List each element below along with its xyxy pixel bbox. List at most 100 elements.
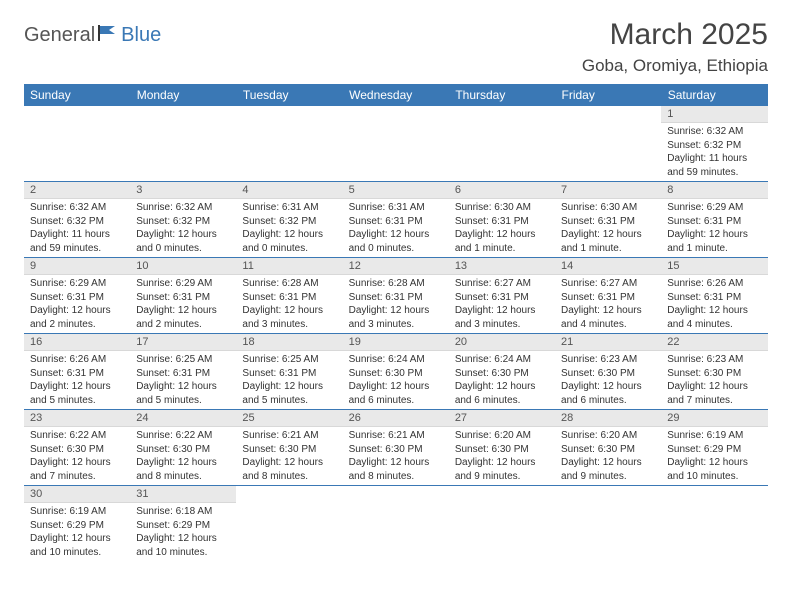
day-number: 18 <box>236 334 342 351</box>
day-details: Sunrise: 6:23 AMSunset: 6:30 PMDaylight:… <box>555 351 661 409</box>
calendar-cell: 18Sunrise: 6:25 AMSunset: 6:31 PMDayligh… <box>236 334 342 410</box>
day-details: Sunrise: 6:24 AMSunset: 6:30 PMDaylight:… <box>343 351 449 409</box>
calendar-cell: 10Sunrise: 6:29 AMSunset: 6:31 PMDayligh… <box>130 258 236 334</box>
day-details: Sunrise: 6:29 AMSunset: 6:31 PMDaylight:… <box>661 199 767 257</box>
day-number: 16 <box>24 334 130 351</box>
day-details: Sunrise: 6:25 AMSunset: 6:31 PMDaylight:… <box>130 351 236 409</box>
day-details: Sunrise: 6:28 AMSunset: 6:31 PMDaylight:… <box>236 275 342 333</box>
day-number: 12 <box>343 258 449 275</box>
day-number: 10 <box>130 258 236 275</box>
day-number: 14 <box>555 258 661 275</box>
calendar-cell: 8Sunrise: 6:29 AMSunset: 6:31 PMDaylight… <box>661 182 767 258</box>
calendar-cell: 21Sunrise: 6:23 AMSunset: 6:30 PMDayligh… <box>555 334 661 410</box>
calendar-cell: 13Sunrise: 6:27 AMSunset: 6:31 PMDayligh… <box>449 258 555 334</box>
calendar-cell: .. <box>236 106 342 182</box>
logo: General Blue <box>24 24 161 47</box>
location-text: Goba, Oromiya, Ethiopia <box>582 56 768 76</box>
weekday-header: Monday <box>130 84 236 106</box>
calendar-cell: 19Sunrise: 6:24 AMSunset: 6:30 PMDayligh… <box>343 334 449 410</box>
calendar-cell: .. <box>343 486 449 562</box>
day-number: 20 <box>449 334 555 351</box>
day-number: 15 <box>661 258 767 275</box>
calendar-cell: 14Sunrise: 6:27 AMSunset: 6:31 PMDayligh… <box>555 258 661 334</box>
day-details: Sunrise: 6:21 AMSunset: 6:30 PMDaylight:… <box>343 427 449 485</box>
calendar-cell: .. <box>236 486 342 562</box>
logo-text-general: General <box>24 24 95 47</box>
calendar-cell: 31Sunrise: 6:18 AMSunset: 6:29 PMDayligh… <box>130 486 236 562</box>
calendar-cell: 11Sunrise: 6:28 AMSunset: 6:31 PMDayligh… <box>236 258 342 334</box>
header: General Blue March 2025 Goba, Oromiya, E… <box>24 18 768 76</box>
day-details: Sunrise: 6:30 AMSunset: 6:31 PMDaylight:… <box>555 199 661 257</box>
calendar-cell: .. <box>555 486 661 562</box>
calendar-table: SundayMondayTuesdayWednesdayThursdayFrid… <box>24 84 768 561</box>
weekday-header: Tuesday <box>236 84 342 106</box>
day-number: 13 <box>449 258 555 275</box>
calendar-cell: 22Sunrise: 6:23 AMSunset: 6:30 PMDayligh… <box>661 334 767 410</box>
day-number: 29 <box>661 410 767 427</box>
day-details: Sunrise: 6:31 AMSunset: 6:31 PMDaylight:… <box>343 199 449 257</box>
day-number: 22 <box>661 334 767 351</box>
day-number: 4 <box>236 182 342 199</box>
day-number: 21 <box>555 334 661 351</box>
day-number: 9 <box>24 258 130 275</box>
calendar-cell: .. <box>343 106 449 182</box>
day-number: 1 <box>661 106 767 123</box>
day-details: Sunrise: 6:27 AMSunset: 6:31 PMDaylight:… <box>449 275 555 333</box>
day-number: 2 <box>24 182 130 199</box>
calendar-cell: 30Sunrise: 6:19 AMSunset: 6:29 PMDayligh… <box>24 486 130 562</box>
calendar-cell: .. <box>449 106 555 182</box>
calendar-header-row: SundayMondayTuesdayWednesdayThursdayFrid… <box>24 84 768 106</box>
day-details: Sunrise: 6:31 AMSunset: 6:32 PMDaylight:… <box>236 199 342 257</box>
calendar-cell: 17Sunrise: 6:25 AMSunset: 6:31 PMDayligh… <box>130 334 236 410</box>
day-number: 11 <box>236 258 342 275</box>
day-number: 17 <box>130 334 236 351</box>
day-details: Sunrise: 6:18 AMSunset: 6:29 PMDaylight:… <box>130 503 236 561</box>
weekday-header: Thursday <box>449 84 555 106</box>
day-number: 31 <box>130 486 236 503</box>
calendar-cell: 29Sunrise: 6:19 AMSunset: 6:29 PMDayligh… <box>661 410 767 486</box>
calendar-cell: 20Sunrise: 6:24 AMSunset: 6:30 PMDayligh… <box>449 334 555 410</box>
calendar-cell: 16Sunrise: 6:26 AMSunset: 6:31 PMDayligh… <box>24 334 130 410</box>
calendar-cell: 3Sunrise: 6:32 AMSunset: 6:32 PMDaylight… <box>130 182 236 258</box>
calendar-cell: 15Sunrise: 6:26 AMSunset: 6:31 PMDayligh… <box>661 258 767 334</box>
day-details: Sunrise: 6:19 AMSunset: 6:29 PMDaylight:… <box>24 503 130 561</box>
page-title: March 2025 <box>582 18 768 52</box>
day-details: Sunrise: 6:28 AMSunset: 6:31 PMDaylight:… <box>343 275 449 333</box>
day-details: Sunrise: 6:27 AMSunset: 6:31 PMDaylight:… <box>555 275 661 333</box>
calendar-cell: 7Sunrise: 6:30 AMSunset: 6:31 PMDaylight… <box>555 182 661 258</box>
weekday-header: Sunday <box>24 84 130 106</box>
logo-flag-icon <box>97 24 119 47</box>
day-details: Sunrise: 6:21 AMSunset: 6:30 PMDaylight:… <box>236 427 342 485</box>
day-number: 26 <box>343 410 449 427</box>
day-details: Sunrise: 6:29 AMSunset: 6:31 PMDaylight:… <box>24 275 130 333</box>
logo-text-blue: Blue <box>121 24 161 47</box>
day-details: Sunrise: 6:22 AMSunset: 6:30 PMDaylight:… <box>24 427 130 485</box>
calendar-cell: 2Sunrise: 6:32 AMSunset: 6:32 PMDaylight… <box>24 182 130 258</box>
calendar-cell: 24Sunrise: 6:22 AMSunset: 6:30 PMDayligh… <box>130 410 236 486</box>
day-number: 27 <box>449 410 555 427</box>
day-details: Sunrise: 6:30 AMSunset: 6:31 PMDaylight:… <box>449 199 555 257</box>
calendar-cell: 12Sunrise: 6:28 AMSunset: 6:31 PMDayligh… <box>343 258 449 334</box>
day-details: Sunrise: 6:23 AMSunset: 6:30 PMDaylight:… <box>661 351 767 409</box>
title-block: March 2025 Goba, Oromiya, Ethiopia <box>582 18 768 76</box>
calendar-cell: 28Sunrise: 6:20 AMSunset: 6:30 PMDayligh… <box>555 410 661 486</box>
day-details: Sunrise: 6:24 AMSunset: 6:30 PMDaylight:… <box>449 351 555 409</box>
calendar-cell: 23Sunrise: 6:22 AMSunset: 6:30 PMDayligh… <box>24 410 130 486</box>
calendar-cell: 26Sunrise: 6:21 AMSunset: 6:30 PMDayligh… <box>343 410 449 486</box>
day-details: Sunrise: 6:22 AMSunset: 6:30 PMDaylight:… <box>130 427 236 485</box>
day-number: 6 <box>449 182 555 199</box>
calendar-page: General Blue March 2025 Goba, Oromiya, E… <box>0 0 792 579</box>
day-number: 8 <box>661 182 767 199</box>
calendar-cell: 25Sunrise: 6:21 AMSunset: 6:30 PMDayligh… <box>236 410 342 486</box>
day-details: Sunrise: 6:32 AMSunset: 6:32 PMDaylight:… <box>130 199 236 257</box>
day-details: Sunrise: 6:25 AMSunset: 6:31 PMDaylight:… <box>236 351 342 409</box>
day-number: 24 <box>130 410 236 427</box>
calendar-cell: 1Sunrise: 6:32 AMSunset: 6:32 PMDaylight… <box>661 106 767 182</box>
day-number: 7 <box>555 182 661 199</box>
day-number: 19 <box>343 334 449 351</box>
calendar-cell: .. <box>449 486 555 562</box>
weekday-header: Wednesday <box>343 84 449 106</box>
day-number: 5 <box>343 182 449 199</box>
day-number: 28 <box>555 410 661 427</box>
calendar-cell: .. <box>555 106 661 182</box>
